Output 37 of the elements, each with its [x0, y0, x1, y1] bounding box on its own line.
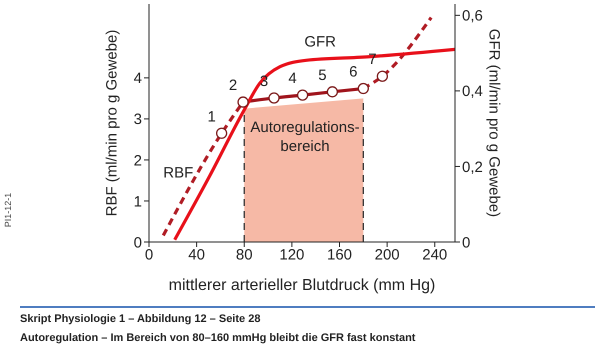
annotation: Autoregulations- bereich	[249, 118, 361, 156]
point	[358, 82, 369, 94]
point	[216, 128, 228, 139]
y2-tick-label: 0,4	[462, 83, 483, 100]
text: Skript Physiologie 1 – Abbildung 12 – Seite 28	[20, 313, 260, 325]
y-axis-title: RBF (ml/min pro g Gewebe)	[103, 30, 120, 216]
point	[296, 89, 308, 101]
text: Autoregulation – Im Bereich von 80–160 mmHg bleibt die GFR fast konstant	[20, 332, 416, 344]
annotation: 6	[349, 64, 358, 81]
series-label: GFR	[304, 33, 336, 50]
series-label: RBF	[163, 164, 194, 182]
point	[237, 96, 249, 108]
annotation: 4	[288, 70, 297, 88]
x-tick-label: 160	[326, 246, 352, 264]
y-tick-label: 1	[134, 193, 142, 210]
y-tick-label: 0	[134, 234, 142, 252]
x-tick-label: 120	[279, 246, 304, 264]
y2-tick-label: 0,6	[462, 8, 483, 25]
y-tick-label: 2	[134, 152, 142, 170]
x-tick-label: 240	[422, 246, 448, 264]
x-tick-label: 0	[144, 246, 154, 264]
x-tick-label: 200	[374, 246, 400, 264]
annotation: 1	[207, 108, 216, 126]
x-axis-title: mittlerer arterieller Blutdruck (mm Hg)	[168, 277, 436, 294]
y-tick-label: 4	[134, 70, 142, 88]
y-tick-label: 3	[134, 111, 142, 128]
x-tick-label: 40	[188, 246, 205, 264]
y2-tick-label: 0	[462, 234, 470, 252]
point	[268, 92, 280, 104]
point	[376, 70, 388, 82]
point	[326, 86, 338, 98]
y2-axis-title: GFR (ml/min pro g Gewebe)	[486, 28, 503, 218]
annotation: 2	[228, 77, 238, 94]
text: PI1-12-1	[3, 192, 13, 230]
annotation: 5	[318, 66, 327, 84]
y2-tick-label: 0,2	[462, 158, 483, 176]
x-tick-label: 80	[236, 246, 253, 264]
